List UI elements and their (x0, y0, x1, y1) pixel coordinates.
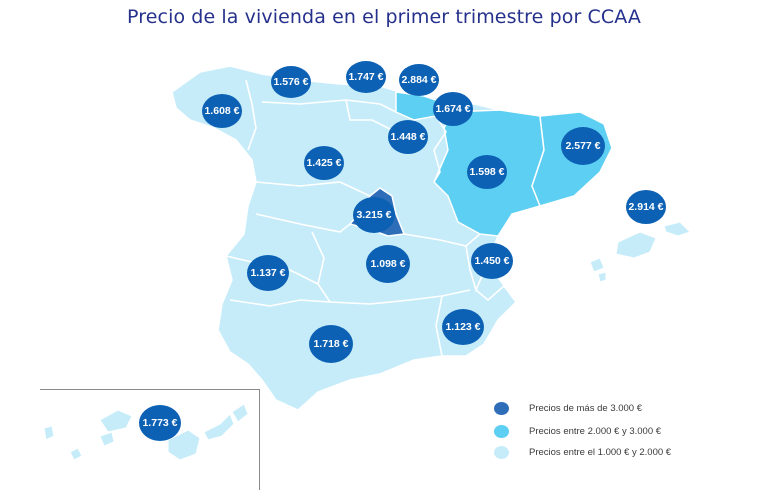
price-bubble-canarias: 1.773 € (139, 405, 181, 441)
price-bubble-arag-n: 1.598 € (467, 155, 507, 189)
legend-label: Precios entre 2.000 € y 3.000 € (529, 425, 662, 437)
price-bubble-castilla-la-mancha: 1.098 € (366, 245, 410, 283)
price-bubble-comunidad-valenciana: 1.450 € (471, 243, 513, 279)
price-bubble-extremadura: 1.137 € (247, 255, 289, 291)
price-bubble-la-rioja: 1.448 € (388, 120, 428, 154)
price-bubble-baleares: 2.914 € (626, 190, 666, 224)
legend-swatch-mid (494, 424, 509, 438)
price-bubble-andaluc-a: 1.718 € (309, 325, 353, 363)
price-bubble-castilla-y-le-n: 1.425 € (304, 146, 344, 180)
price-bubble-catalu-a: 2.577 € (561, 127, 605, 165)
legend-item-high: Precios de más de 3.000 € (494, 400, 642, 416)
price-bubble-galicia: 1.608 € (202, 94, 242, 128)
legend-item-mid: Precios entre 2.000 € y 3.000 € (494, 423, 661, 439)
canary-inset-frame (40, 389, 260, 490)
price-bubble-navarra: 1.674 € (433, 92, 473, 126)
price-bubble-cantabria: 1.747 € (346, 61, 386, 93)
balearic-islands (589, 221, 691, 283)
legend-swatch-low (494, 445, 509, 459)
legend-label: Precios entre el 1.000 € y 2.000 € (529, 446, 672, 458)
legend-item-low: Precios entre el 1.000 € y 2.000 € (494, 444, 671, 460)
price-bubble-pa-s-vasco: 2.884 € (399, 64, 439, 96)
map-title: Precio de la vivienda en el primer trime… (127, 6, 641, 28)
legend-swatch-high (494, 401, 509, 415)
price-bubble-madrid: 3.215 € (353, 197, 395, 233)
price-bubble-murcia: 1.123 € (442, 309, 484, 345)
canary-islands (43, 403, 249, 461)
price-bubble-asturias: 1.576 € (271, 66, 311, 98)
legend-label: Precios de más de 3.000 € (529, 402, 643, 414)
